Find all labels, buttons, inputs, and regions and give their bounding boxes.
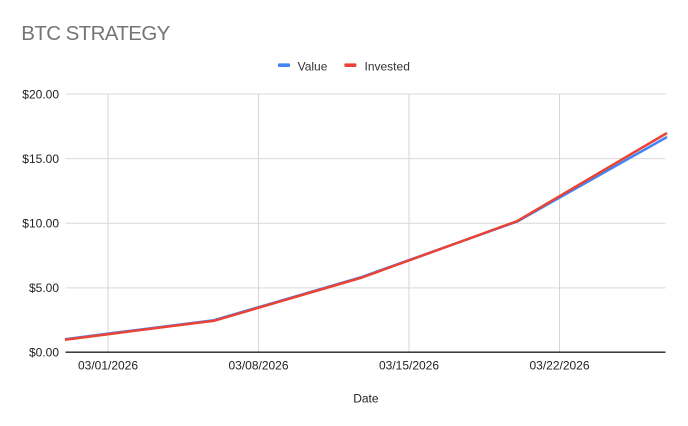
svg-text:$0.00: $0.00 <box>29 346 59 360</box>
svg-text:$15.00: $15.00 <box>22 152 59 166</box>
svg-text:03/08/2026: 03/08/2026 <box>228 359 288 373</box>
svg-text:BTC STRATEGY: BTC STRATEGY <box>21 22 170 45</box>
svg-text:$10.00: $10.00 <box>22 217 59 231</box>
svg-text:$5.00: $5.00 <box>29 281 59 295</box>
svg-text:Value: Value <box>298 60 328 74</box>
svg-text:03/22/2026: 03/22/2026 <box>529 359 589 373</box>
svg-text:03/01/2026: 03/01/2026 <box>78 359 138 373</box>
svg-text:Date: Date <box>353 392 379 406</box>
svg-text:$20.00: $20.00 <box>22 87 59 101</box>
svg-text:03/15/2026: 03/15/2026 <box>379 359 439 373</box>
svg-text:Invested: Invested <box>365 60 410 74</box>
